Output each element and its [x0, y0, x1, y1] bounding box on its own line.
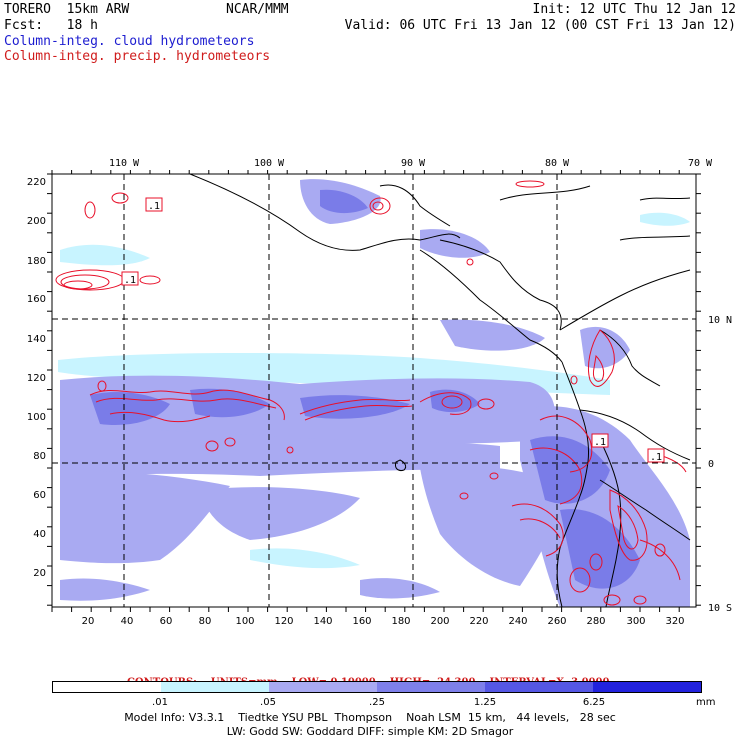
low-label: .1 [594, 437, 606, 448]
x-tick-label: 180 [391, 616, 410, 627]
valid-time: Valid: 06 UTC Fri 13 Jan 12 (00 CST Fri … [344, 18, 736, 33]
precip-contours [55, 180, 687, 606]
cloud-fill-dark [90, 189, 640, 589]
color-scale-swatch [53, 682, 161, 692]
map-frame [51, 173, 697, 608]
axis-ticks [47, 170, 701, 612]
color-scale-swatch [485, 682, 593, 692]
low-label: .1 [148, 201, 160, 212]
graticule [52, 174, 696, 607]
field-precip-label: Column-integ. precip. hydrometeors [4, 49, 271, 64]
center-name: NCAR/MMM [226, 2, 289, 17]
color-scale-tick: 1.25 [473, 697, 497, 708]
color-scale-swatch [593, 682, 701, 692]
init-time: Init: 12 UTC Thu 12 Jan 12 [532, 2, 737, 17]
y-tick-label: 140 [27, 334, 46, 345]
y-tick-label: 120 [27, 373, 46, 384]
map-plot-area [52, 174, 696, 607]
lat-label: 0 [708, 459, 714, 470]
forecast-hour: Fcst: 18 h [4, 18, 98, 33]
lon-label: 80 W [545, 158, 570, 169]
y-tick-label: 40 [33, 529, 46, 540]
color-scale-tick: .05 [260, 697, 276, 708]
x-tick-label: 300 [626, 616, 645, 627]
field-cloud-label: Column-integ. cloud hydrometeors [4, 34, 255, 49]
y-tick-label: 80 [33, 451, 46, 462]
x-tick-label: 20 [82, 616, 95, 627]
lon-label: 70 W [688, 158, 713, 169]
y-tick-labels: 220 200 180 160 140 120 100 80 60 40 20 [27, 177, 46, 579]
y-tick-label: 20 [33, 568, 46, 579]
x-tick-label: 60 [160, 616, 173, 627]
color-scale-units: mm [696, 697, 716, 708]
latitude-labels: 10 N 0 10 S [708, 315, 732, 614]
x-tick-label: 160 [352, 616, 371, 627]
x-tick-labels: 20 40 60 80 100 120 140 160 180 200 220 … [82, 616, 685, 627]
longitude-labels: 110 W 100 W 90 W 80 W 70 W [109, 158, 713, 169]
x-tick-label: 260 [547, 616, 566, 627]
lat-label: 10 S [708, 603, 732, 614]
y-tick-label: 200 [27, 216, 46, 227]
y-tick-label: 220 [27, 177, 46, 188]
model-name: TORERO 15km ARW [4, 2, 130, 17]
y-tick-label: 180 [27, 256, 46, 267]
lat-label: 10 N [708, 315, 732, 326]
lon-label: 100 W [254, 158, 285, 169]
x-tick-label: 320 [665, 616, 684, 627]
color-scale-tick: 6.25 [582, 697, 606, 708]
low-label: .1 [124, 275, 136, 286]
x-tick-label: 240 [508, 616, 527, 627]
lon-label: 110 W [109, 158, 140, 169]
x-tick-label: 120 [274, 616, 293, 627]
x-tick-label: 200 [430, 616, 449, 627]
x-tick-label: 100 [235, 616, 254, 627]
lon-label: 90 W [401, 158, 426, 169]
low-label: .1 [650, 452, 662, 463]
color-scale-tick: .01 [152, 697, 168, 708]
model-info-line2: LW: Godd SW: Goddard DIFF: simple KM: 2D… [226, 725, 514, 738]
y-tick-label: 160 [27, 294, 46, 305]
model-info-line1: Model Info: V3.3.1 Tiedtke YSU PBL Thomp… [124, 711, 616, 724]
color-scale-swatch [377, 682, 485, 692]
x-tick-label: 220 [469, 616, 488, 627]
y-tick-label: 100 [27, 412, 46, 423]
x-tick-label: 140 [313, 616, 332, 627]
color-scale-swatch [161, 682, 269, 692]
x-tick-label: 280 [586, 616, 605, 627]
y-tick-label: 60 [33, 490, 46, 501]
x-tick-label: 80 [199, 616, 212, 627]
color-scale-tick: .25 [369, 697, 385, 708]
low-value-boxes: .1 .1 .1 .1 [121, 197, 665, 463]
color-scale-bar [52, 681, 702, 693]
x-tick-label: 40 [121, 616, 134, 627]
color-scale-swatch [269, 682, 377, 692]
